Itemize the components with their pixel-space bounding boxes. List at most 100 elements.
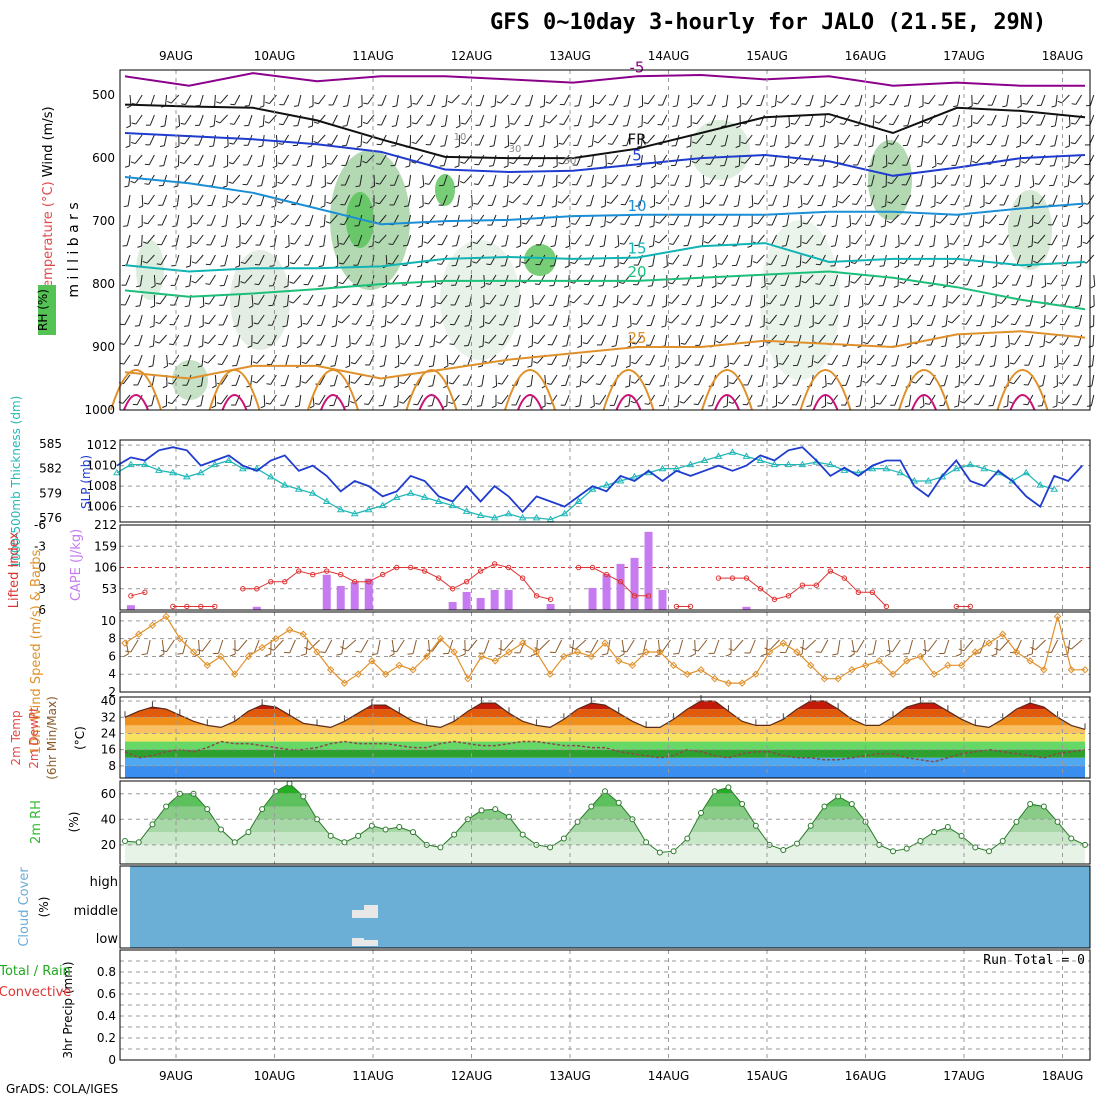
wind-barb-flag bbox=[697, 265, 702, 268]
wind-barb bbox=[140, 254, 143, 266]
wind-barb bbox=[274, 214, 277, 226]
wind-barb-flag bbox=[782, 225, 787, 228]
wind-barb-flag bbox=[791, 103, 796, 106]
wind-barb-flag bbox=[881, 205, 886, 208]
wind-barb bbox=[538, 274, 546, 285]
wind-barb bbox=[307, 274, 314, 286]
wind-barb bbox=[1055, 94, 1058, 106]
wind-barb bbox=[675, 134, 680, 146]
wind-barb bbox=[894, 374, 900, 386]
wind-barb-flag bbox=[181, 103, 186, 106]
wind-barb bbox=[442, 214, 448, 226]
wind-barb bbox=[366, 114, 375, 124]
rh2m-point bbox=[972, 844, 979, 851]
temp-contour-30 bbox=[898, 369, 950, 411]
wind-barb-flag bbox=[192, 241, 197, 245]
wind-barb bbox=[769, 294, 778, 305]
wind-barb-flag bbox=[1071, 103, 1077, 105]
cape-bar bbox=[336, 585, 345, 610]
wind-barb bbox=[695, 134, 704, 144]
wind10-point bbox=[285, 626, 294, 634]
wind-barb-flag bbox=[281, 345, 287, 347]
wind-barb-flag bbox=[699, 185, 705, 189]
wind-barb-flag bbox=[252, 361, 258, 364]
wind10-point bbox=[1040, 666, 1048, 674]
wind-barb bbox=[976, 114, 985, 124]
wind-barb bbox=[141, 194, 144, 207]
wind-barb-flag bbox=[437, 243, 443, 246]
wind-barb-flag bbox=[795, 265, 801, 268]
wind-barb-flag bbox=[440, 125, 446, 128]
wind-barb bbox=[908, 639, 913, 654]
wind-barb bbox=[723, 194, 729, 206]
temp-contour-FR bbox=[124, 103, 1086, 160]
wind-barb-flag bbox=[985, 182, 991, 185]
wind-barb-flag bbox=[839, 142, 844, 145]
wind-barb-flag bbox=[734, 165, 740, 168]
wind-barb bbox=[624, 214, 631, 225]
wind-barb bbox=[625, 154, 631, 166]
wind-barb bbox=[222, 314, 229, 326]
wind-barb-flag bbox=[936, 182, 942, 185]
rh2m-point bbox=[327, 832, 334, 839]
wind10-point bbox=[450, 648, 458, 656]
wind-barb bbox=[574, 234, 582, 245]
wind-barb bbox=[841, 194, 851, 204]
wind-barb-flag bbox=[424, 202, 429, 205]
thickness-point bbox=[476, 511, 485, 518]
wind-barb-flag bbox=[796, 245, 801, 248]
wind-barb bbox=[1063, 314, 1070, 326]
wind-barb bbox=[993, 374, 997, 386]
wind-barb bbox=[321, 294, 326, 306]
cloud-axis-unit: (%) bbox=[37, 897, 51, 918]
wind-barb bbox=[453, 334, 460, 345]
wind-barb-flag bbox=[504, 125, 510, 129]
wind-barb-flag bbox=[851, 242, 856, 245]
wind-barb bbox=[420, 274, 424, 286]
wind-barb bbox=[1052, 194, 1058, 206]
wind-barb-flag bbox=[655, 201, 661, 205]
wind-barb-flag bbox=[717, 282, 722, 285]
wind-barb-flag bbox=[253, 341, 258, 345]
wind-barb bbox=[296, 154, 302, 166]
thickness-point bbox=[924, 477, 933, 484]
thickness-point bbox=[896, 468, 905, 476]
wind-barb-flag bbox=[1050, 145, 1055, 147]
wind-barb-flag bbox=[874, 121, 880, 124]
temp-band bbox=[125, 741, 1085, 750]
wind-barb bbox=[270, 374, 277, 385]
wind-barb bbox=[233, 114, 241, 125]
wind-barb bbox=[953, 234, 961, 245]
wind-barb-flag bbox=[620, 223, 625, 226]
cloud-low-block bbox=[364, 940, 378, 946]
wind-barb-flag bbox=[918, 105, 924, 109]
wind-barb bbox=[805, 639, 817, 650]
wind-barb bbox=[391, 639, 395, 654]
wind-barb bbox=[503, 639, 514, 651]
wind-barb bbox=[493, 134, 497, 146]
wind-barb-flag bbox=[534, 283, 540, 286]
wind-barb bbox=[869, 214, 875, 226]
wind-barb-flag bbox=[797, 205, 803, 209]
wind-barb-flag bbox=[754, 183, 759, 185]
thickness-point bbox=[616, 477, 625, 484]
wind-barb-flag bbox=[673, 405, 679, 408]
wind-barb-flag bbox=[630, 381, 636, 384]
wind-barb-flag bbox=[587, 165, 592, 168]
wind-barb bbox=[1076, 394, 1083, 406]
wind-barb-flag bbox=[1015, 145, 1021, 148]
wind-barb-flag bbox=[325, 221, 331, 224]
wind-barb bbox=[224, 254, 229, 266]
wind-barb bbox=[550, 374, 558, 385]
wind-barb-flag bbox=[992, 285, 997, 289]
wind-barb-flag bbox=[228, 162, 234, 165]
wind-barb-flag bbox=[477, 385, 482, 388]
rh2m-point bbox=[903, 845, 910, 852]
wind-barb bbox=[896, 314, 900, 326]
wind-barb-flag bbox=[351, 323, 357, 325]
wind-barb bbox=[552, 314, 558, 326]
wind-barb bbox=[818, 314, 826, 325]
wind10-point bbox=[999, 630, 1007, 638]
wind-barb-flag bbox=[204, 302, 210, 305]
